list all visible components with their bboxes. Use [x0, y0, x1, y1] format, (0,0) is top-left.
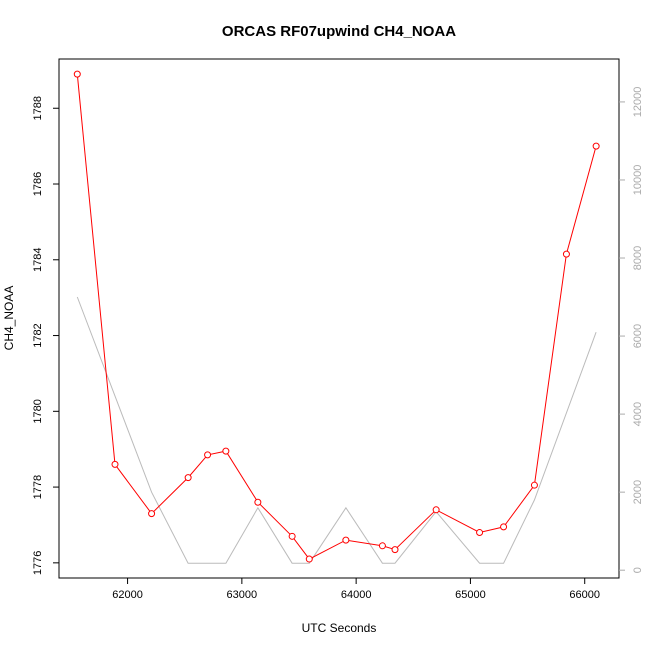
y-tick-label: 1778 [32, 475, 44, 499]
y-tick-label: 1786 [32, 172, 44, 196]
x-tick-label: 65000 [455, 589, 486, 601]
data-point [111, 460, 119, 468]
plot-frame [58, 58, 620, 579]
data-point [148, 510, 156, 518]
series-line-left-axis [76, 74, 597, 560]
y-tick-label: 1776 [32, 551, 44, 575]
x-axis: 62000 63000 64000 65000 66000 [112, 578, 600, 601]
data-point [288, 532, 296, 540]
data-point [391, 546, 399, 554]
y-right-tick-label: 4000 [632, 402, 644, 426]
y-right-tick-label: 2000 [632, 480, 644, 504]
data-point [500, 523, 508, 531]
data-point [204, 451, 212, 459]
y-right-tick-label: 6000 [632, 324, 644, 348]
x-axis-label: UTC Seconds [302, 621, 377, 635]
y-right-tick-label: 10000 [632, 165, 644, 196]
y-axis-label: CH4_NOAA [2, 286, 16, 351]
chart-title: ORCAS RF07upwind CH4_NOAA [222, 23, 456, 40]
y-tick-label: 1782 [32, 323, 44, 347]
x-tick-label: 63000 [227, 589, 258, 601]
y-right-tick-label: 0 [632, 567, 644, 573]
x-tick-label: 66000 [569, 589, 600, 601]
series-line-right-axis [76, 296, 597, 564]
y-tick-label: 1784 [32, 248, 44, 272]
data-point [222, 447, 230, 455]
y-right-tick-label: 12000 [632, 87, 644, 118]
data-point [432, 506, 440, 514]
y-tick-label: 1780 [32, 399, 44, 423]
data-point [73, 70, 81, 78]
data-point [254, 498, 262, 506]
x-tick-label: 64000 [341, 589, 372, 601]
x-tick-label: 62000 [112, 589, 143, 601]
y-right-tick-label: 8000 [632, 246, 644, 270]
y-axis-right: 0 2000 4000 6000 8000 10000 12000 [619, 87, 644, 573]
data-point [378, 542, 386, 550]
data-point [476, 529, 484, 537]
series-layer [73, 70, 600, 564]
y-tick-label: 1788 [32, 96, 44, 120]
data-point [592, 142, 600, 150]
data-point [562, 250, 570, 258]
data-point [342, 536, 350, 544]
y-axis-left: 1776 1778 1780 1782 1784 1786 1788 [32, 96, 59, 575]
data-point [305, 555, 313, 563]
data-point [530, 481, 538, 489]
data-point [184, 474, 192, 482]
